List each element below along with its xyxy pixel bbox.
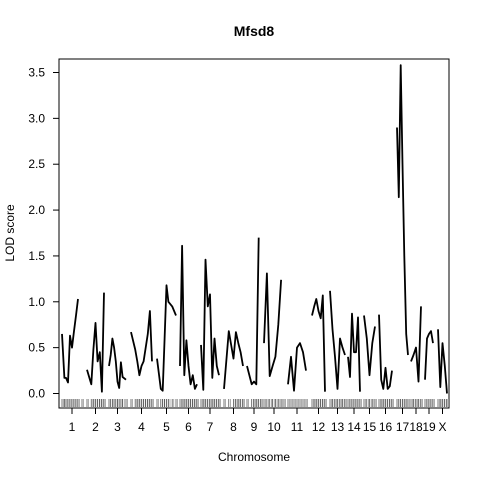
chromosome-label: 9 — [251, 420, 258, 434]
lod-curve-chr-15 — [363, 315, 376, 377]
y-tick-label: 3.0 — [28, 111, 45, 125]
y-tick-label: 0.0 — [28, 387, 45, 401]
chromosome-label: X — [438, 420, 446, 434]
chromosome-label: 8 — [230, 420, 237, 434]
lod-curve-chr-3 — [108, 337, 127, 389]
lod-curve-chr-18 — [410, 306, 422, 383]
chromosome-label: 7 — [207, 420, 214, 434]
x-axis-label: Chromosome — [218, 450, 290, 464]
chromosome-label: 15 — [363, 420, 377, 434]
chromosome-label: 14 — [347, 420, 361, 434]
lod-curve-chr-5 — [156, 284, 177, 392]
lod-curve-chr-X — [437, 329, 448, 394]
chromosome-label: 11 — [291, 420, 304, 434]
lod-curve-chr-2 — [86, 292, 105, 393]
chromosome-label: 19 — [422, 420, 436, 434]
lod-curve-chr-12 — [311, 294, 326, 392]
x-axis: 1 2 3 4 5 6 7 8 9 10 11 12 13 14 15 16 17 18 19 X — [69, 408, 447, 434]
chromosome-label: 12 — [312, 420, 326, 434]
y-tick-label: 3.5 — [28, 66, 45, 80]
chart-title: Mfsd8 — [234, 23, 275, 39]
lod-curve-chr-16 — [378, 314, 393, 390]
chromosome-label: 18 — [409, 420, 423, 434]
chromosome-label: 1 — [69, 420, 76, 434]
y-axis-label: LOD score — [3, 204, 17, 262]
lod-curve-chr-13 — [329, 290, 346, 390]
chromosome-label: 6 — [185, 420, 192, 434]
lod-curves — [61, 64, 448, 394]
chromosome-label: 10 — [267, 420, 281, 434]
chromosome-label: 4 — [138, 420, 145, 434]
lod-curve-chr-11 — [287, 342, 307, 392]
y-tick-label: 1.5 — [28, 249, 45, 263]
chromosome-label: 5 — [163, 420, 170, 434]
lod-curve-chr-6 — [179, 244, 198, 390]
lod-curve-chr-10 — [263, 272, 282, 378]
y-tick-label: 0.5 — [28, 341, 45, 355]
y-tick-label: 2.0 — [28, 203, 45, 217]
chromosome-label: 17 — [396, 420, 410, 434]
y-axis: 0.0 0.5 1.0 1.5 2.0 2.5 3.0 3.5 — [28, 66, 59, 401]
chromosome-label: 2 — [92, 420, 99, 434]
lod-curve-chr-19 — [424, 330, 434, 380]
y-tick-label: 2.5 — [28, 157, 45, 171]
lod-curve-chr-7 — [200, 258, 220, 391]
chromosome-label: 16 — [379, 420, 393, 434]
marker-rug — [61, 399, 449, 407]
lod-curve-chr-4 — [130, 310, 153, 377]
lod-curve-chr-14 — [347, 312, 361, 392]
lod-curve-chr-8 — [223, 330, 244, 389]
lod-curve-chr-17 — [396, 64, 409, 356]
chromosome-label: 3 — [114, 420, 121, 434]
lod-curve-chr-1 — [61, 298, 79, 384]
chromosome-label: 13 — [331, 420, 345, 434]
y-tick-label: 1.0 — [28, 295, 45, 309]
plot-frame — [58, 58, 450, 409]
lod-curve-chr-9 — [246, 237, 260, 386]
